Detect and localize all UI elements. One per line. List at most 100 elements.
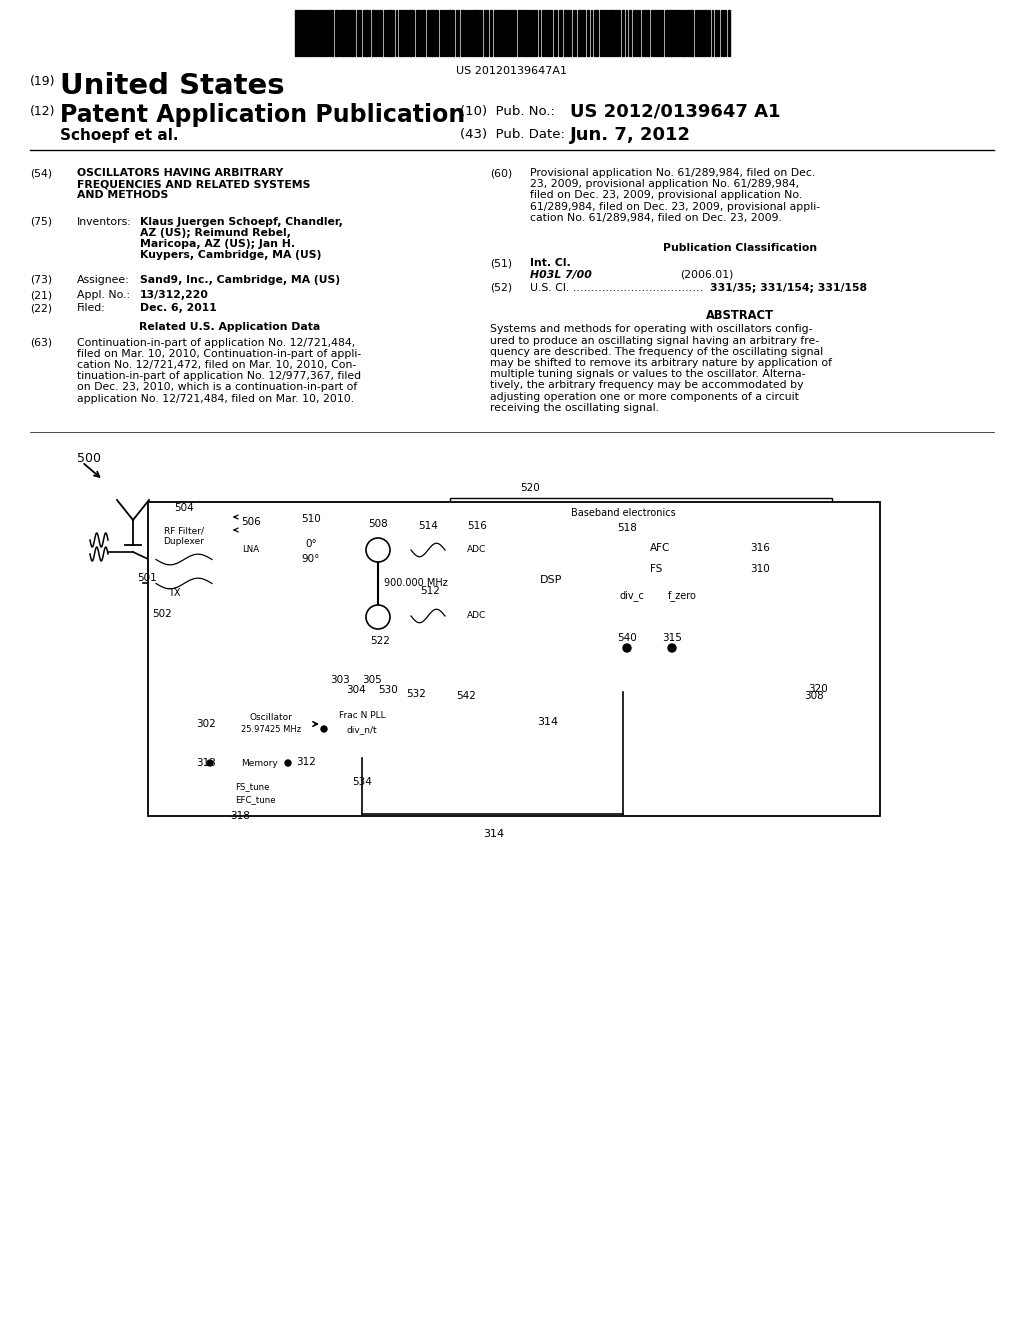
Bar: [629, 11, 631, 55]
Bar: [523, 11, 525, 55]
Circle shape: [321, 726, 327, 733]
Text: Filed:: Filed:: [77, 304, 105, 313]
Bar: [153, 574, 215, 593]
Bar: [319, 11, 322, 55]
Text: (22): (22): [30, 304, 52, 313]
Bar: [522, 531, 580, 630]
Bar: [512, 11, 514, 55]
Bar: [345, 11, 347, 55]
Text: application No. 12/721,484, filed on Mar. 10, 2010.: application No. 12/721,484, filed on Mar…: [77, 393, 354, 404]
Text: (2006.01): (2006.01): [680, 269, 733, 280]
Text: (63): (63): [30, 338, 52, 347]
Text: cation No. 12/721,472, filed on Mar. 10, 2010, Con-: cation No. 12/721,472, filed on Mar. 10,…: [77, 360, 356, 370]
Text: multiple tuning signals or values to the oscillator. Alterna-: multiple tuning signals or values to the…: [490, 370, 806, 379]
Bar: [496, 11, 498, 55]
Text: TX: TX: [168, 587, 180, 598]
Text: 305: 305: [362, 675, 382, 685]
Circle shape: [668, 644, 676, 652]
Text: (54): (54): [30, 168, 52, 178]
Bar: [644, 11, 646, 55]
Text: FREQUENCIES AND RELATED SYSTEMS: FREQUENCIES AND RELATED SYSTEMS: [77, 180, 310, 189]
Text: Int. Cl.: Int. Cl.: [530, 259, 570, 268]
Text: US 20120139647A1: US 20120139647A1: [457, 66, 567, 77]
Bar: [434, 11, 436, 55]
Bar: [658, 11, 660, 55]
Text: Sand9, Inc., Cambridge, MA (US): Sand9, Inc., Cambridge, MA (US): [140, 275, 340, 285]
Bar: [705, 11, 706, 55]
Bar: [547, 11, 549, 55]
Text: 502: 502: [152, 609, 172, 619]
Bar: [422, 11, 425, 55]
Text: ured to produce an oscillating signal having an arbitrary fre-: ured to produce an oscillating signal ha…: [490, 335, 819, 346]
Text: ADC: ADC: [467, 545, 486, 554]
Text: (21): (21): [30, 290, 52, 300]
Bar: [701, 11, 703, 55]
Bar: [542, 11, 544, 55]
Bar: [622, 11, 624, 55]
Bar: [460, 539, 494, 562]
Text: cation No. 61/289,984, filed on Dec. 23, 2009.: cation No. 61/289,984, filed on Dec. 23,…: [530, 213, 782, 223]
Text: 532: 532: [406, 689, 426, 700]
Text: Related U.S. Application Data: Related U.S. Application Data: [139, 322, 321, 333]
Text: 302: 302: [197, 719, 216, 729]
Text: 320: 320: [808, 684, 828, 694]
Text: 506: 506: [241, 517, 261, 527]
Text: div_n/t: div_n/t: [347, 726, 377, 734]
Text: FS_tune: FS_tune: [234, 783, 269, 792]
Text: 315: 315: [663, 634, 682, 643]
Bar: [550, 11, 552, 55]
Text: 312: 312: [296, 756, 316, 767]
Bar: [450, 498, 831, 694]
Bar: [647, 11, 649, 55]
Bar: [309, 11, 311, 55]
Text: quency are described. The frequency of the oscillating signal: quency are described. The frequency of t…: [490, 347, 823, 356]
Text: 0°: 0°: [305, 539, 316, 549]
Circle shape: [366, 539, 390, 562]
Text: 522: 522: [370, 636, 390, 645]
Bar: [508, 502, 738, 692]
Bar: [670, 11, 673, 55]
Bar: [153, 550, 215, 569]
Bar: [674, 11, 677, 55]
Text: (19): (19): [30, 75, 55, 88]
Text: US 2012/0139647 A1: US 2012/0139647 A1: [570, 103, 780, 121]
Bar: [682, 11, 684, 55]
Bar: [490, 11, 492, 55]
Bar: [230, 706, 312, 742]
Text: Patent Application Publication: Patent Application Publication: [60, 103, 465, 127]
Text: FS: FS: [650, 564, 663, 574]
Bar: [408, 605, 449, 628]
Text: 514: 514: [418, 521, 438, 531]
Text: 500: 500: [77, 451, 101, 465]
Text: Kuypers, Cambridge, MA (US): Kuypers, Cambridge, MA (US): [140, 251, 322, 260]
Bar: [304, 11, 306, 55]
Bar: [582, 11, 585, 55]
Circle shape: [207, 760, 213, 766]
Text: Continuation-in-part of application No. 12/721,484,: Continuation-in-part of application No. …: [77, 338, 355, 347]
Bar: [148, 502, 828, 702]
Text: 313: 313: [197, 758, 216, 768]
Text: AND METHODS: AND METHODS: [77, 190, 168, 201]
Bar: [331, 11, 333, 55]
Text: 516: 516: [467, 521, 487, 531]
Text: (51): (51): [490, 259, 512, 268]
Text: 310: 310: [750, 564, 770, 574]
Text: 504: 504: [174, 503, 194, 513]
Bar: [365, 11, 368, 55]
Text: 520: 520: [520, 483, 540, 492]
Text: on Dec. 23, 2010, which is a continuation-in-part of: on Dec. 23, 2010, which is a continuatio…: [77, 383, 357, 392]
Bar: [452, 11, 454, 55]
Text: Schoepf et al.: Schoepf et al.: [60, 128, 178, 143]
Bar: [460, 605, 494, 628]
Text: Assignee:: Assignee:: [77, 275, 130, 285]
Text: EFC_tune: EFC_tune: [234, 796, 275, 804]
Circle shape: [285, 760, 291, 766]
Bar: [518, 11, 520, 55]
Text: (75): (75): [30, 216, 52, 227]
Text: United States: United States: [60, 73, 285, 100]
Text: 501: 501: [137, 573, 157, 583]
Text: 530: 530: [378, 685, 397, 696]
Text: Systems and methods for operating with oscillators config-: Systems and methods for operating with o…: [490, 325, 812, 334]
Text: 90°: 90°: [302, 554, 321, 564]
Bar: [578, 11, 581, 55]
